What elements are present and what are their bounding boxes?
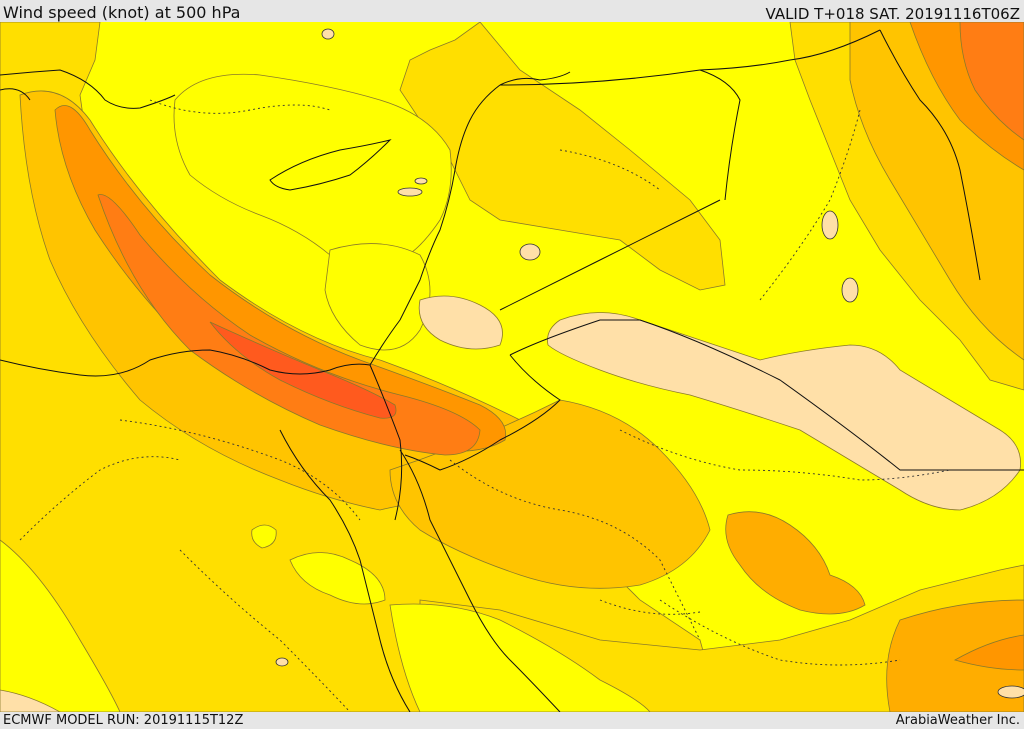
wind-speed-map [0,22,1024,712]
admin-boundaries [19,99,951,712]
wind-band-red-core [209,321,397,419]
wind-band-yellow-cyprus [173,73,452,265]
wind-band-calm-jordan [418,295,503,350]
wind-band-calm-iraq [547,312,1021,511]
wind-band-yellow-spot [251,524,277,549]
islands [275,28,1024,699]
coastlines [0,69,571,712]
country-borders [369,29,1024,521]
wind-band-yellow-southwest [0,539,121,712]
wind-band-red-orange-southeast [953,634,1024,671]
wind-band-gold-north [399,22,726,291]
map-footer: ECMWF MODEL RUN: 20191115T12Z ArabiaWeat… [0,712,1024,729]
map-header: Wind speed (knot) at 500 hPa VALID T+018… [0,0,1024,23]
map-title: Wind speed (knot) at 500 hPa [3,3,241,22]
wind-band-calm-southwest [0,689,61,712]
model-run-label: ECMWF MODEL RUN: 20191115T12Z [3,713,244,728]
wind-band-red-orange-jet [97,194,481,456]
credit-label: ArabiaWeather Inc. [895,713,1020,728]
valid-time: VALID T+018 SAT. 20191116T06Z [765,5,1020,23]
wind-band-yellow-south [389,603,651,712]
wind-band-yellow-levant [324,243,431,351]
wind-band-yellow-coast [289,552,386,605]
wind-band-orange-blob [725,511,866,615]
wind-band-red-orange-northeast [959,22,1024,141]
wind-band-orange-southeast [886,599,1024,712]
